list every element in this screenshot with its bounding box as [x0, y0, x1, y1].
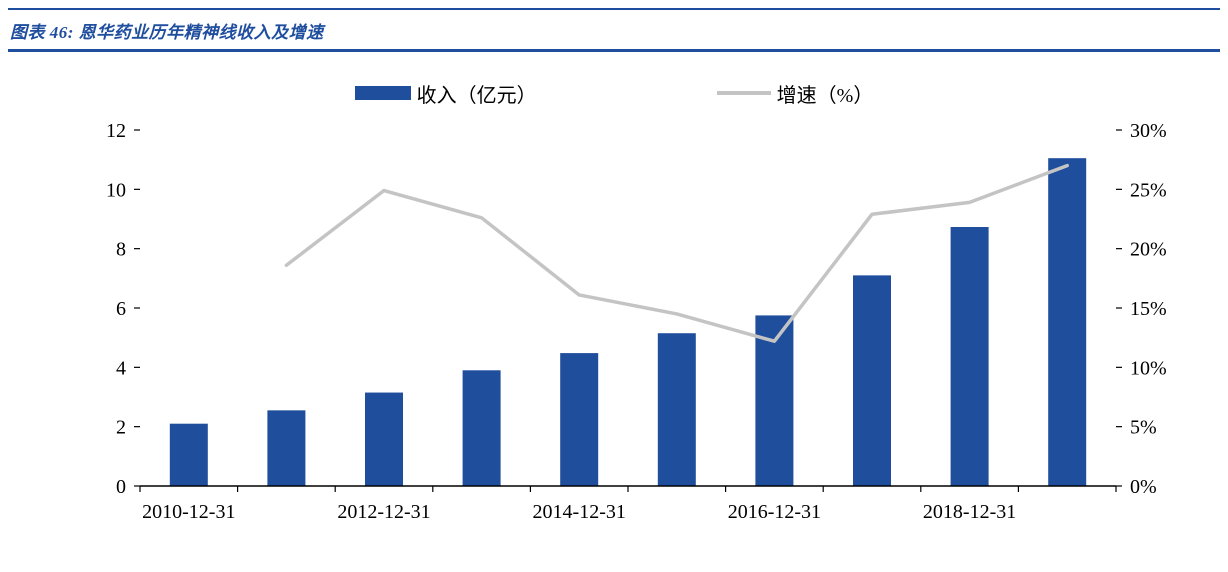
x-axis-label: 2016-12-31 [728, 501, 821, 523]
revenue-bar [657, 333, 696, 486]
growth-line-swatch-icon [716, 91, 771, 95]
chart-area: 0 2 4 6 8 10 12 0% 5% 10% 15% 20% 25% 30% 2010-12-31 20… [0, 108, 1228, 547]
growth-line [284, 163, 1069, 343]
legend-item-revenue: 收入（亿元） [354, 79, 537, 108]
chart-header: 图表 46: 恩华药业历年精神线收入及增速 [8, 8, 1220, 52]
revenue-bar [169, 423, 208, 486]
y-right-label: 15% [1130, 298, 1167, 320]
revenue-bar-swatch-icon [354, 86, 411, 100]
y-left-label: 6 [116, 298, 126, 320]
x-axis-label: 2010-12-31 [142, 501, 235, 523]
revenue-bar [853, 275, 891, 486]
revenue-bar [950, 227, 989, 486]
y-right-label: 30% [1130, 120, 1167, 142]
legend-label-growth: 增速（%） [776, 84, 874, 107]
x-axis-label: 2014-12-31 [533, 501, 626, 523]
y-left-label: 10 [106, 179, 126, 201]
revenue-bar [365, 392, 403, 486]
y-left-label: 0 [116, 476, 126, 498]
x-axis-label: 2012-12-31 [337, 501, 430, 523]
chart-title: 图表 46: 恩华药业历年精神线收入及增速 [10, 23, 324, 42]
y-left-label: 8 [116, 239, 126, 261]
revenue-bar [755, 315, 794, 486]
y-left-label: 12 [106, 120, 126, 142]
revenue-bar [560, 353, 599, 486]
y-left-label: 4 [116, 357, 126, 379]
chart-legend: 收入（亿元） 增速（%） [0, 79, 1228, 108]
revenue-bar [462, 370, 501, 486]
revenue-bar [267, 410, 306, 486]
y-left-label: 2 [116, 417, 126, 439]
y-right-label: 10% [1130, 357, 1167, 379]
y-right-label: 25% [1130, 179, 1167, 201]
legend-item-growth: 增速（%） [716, 79, 874, 108]
legend-label-revenue: 收入（亿元） [416, 84, 537, 107]
y-right-label: 5% [1130, 417, 1157, 439]
combo-chart-svg: 0 2 4 6 8 10 12 0% 5% 10% 15% 20% 25% 30% 2010-12-31 20… [106, 120, 1167, 523]
y-right-label: 20% [1130, 239, 1167, 261]
revenue-bar [1048, 158, 1087, 486]
y-right-label: 0% [1130, 476, 1157, 498]
x-axis-label: 2018-12-31 [923, 501, 1016, 523]
